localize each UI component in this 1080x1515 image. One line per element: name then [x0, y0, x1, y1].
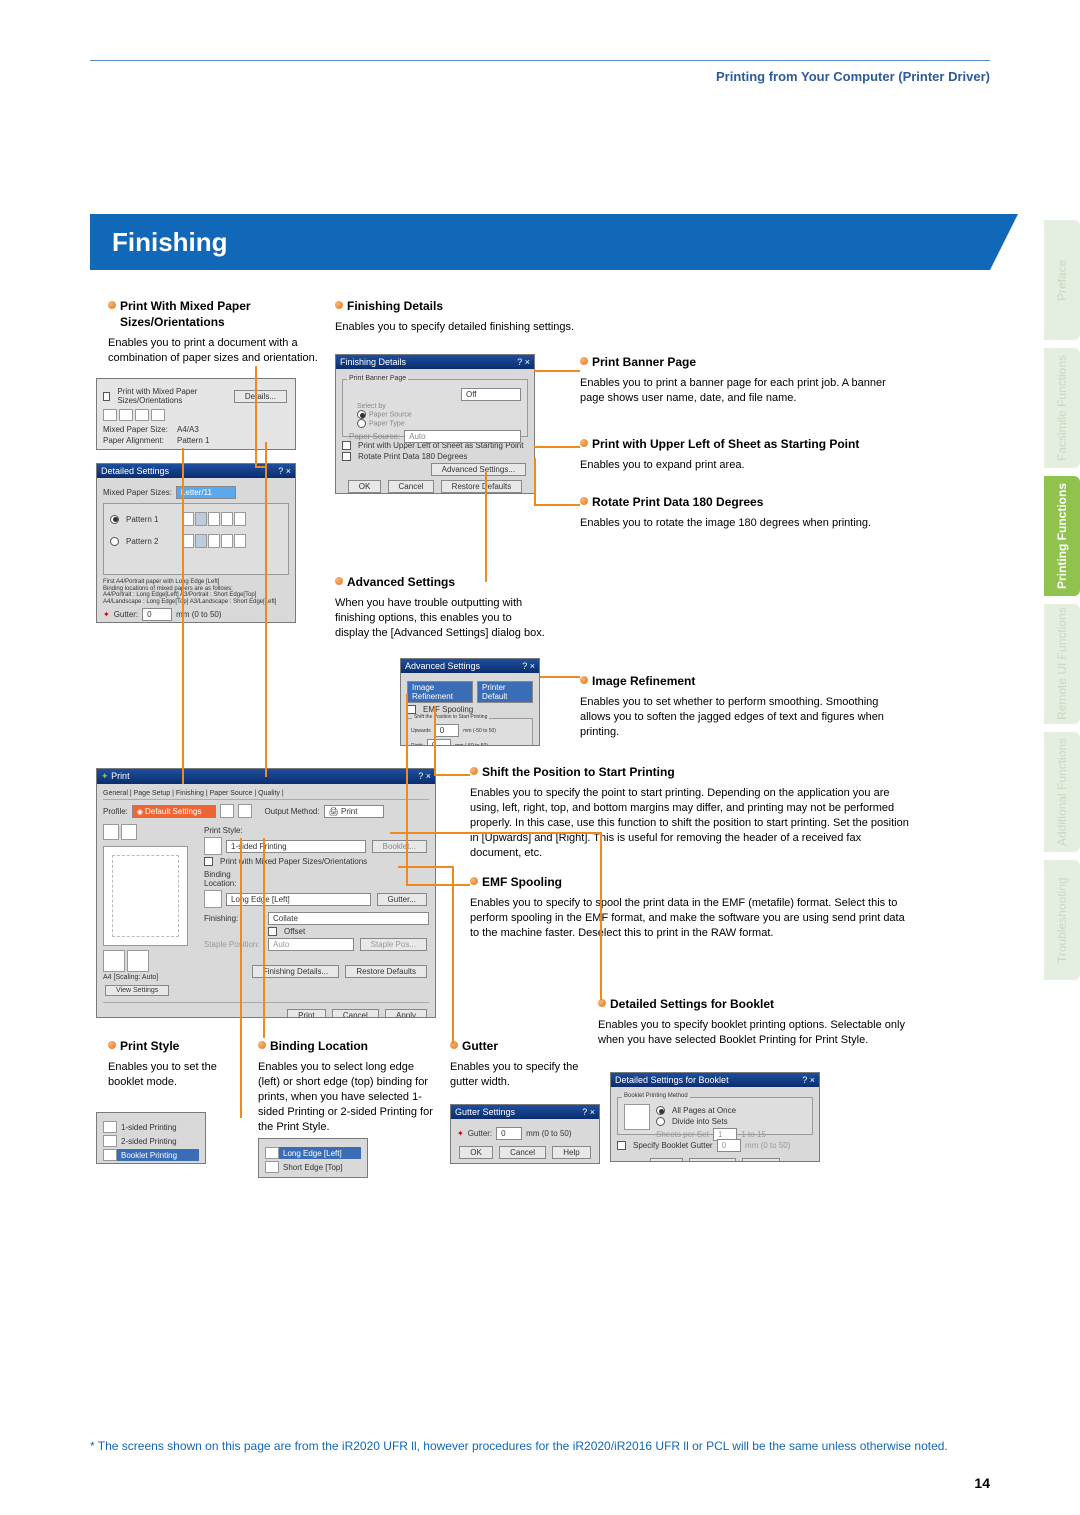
binding-icon [204, 890, 222, 908]
page-number: 14 [974, 1475, 990, 1491]
gutter-dialog: Gutter Settings? × ✦Gutter:0mm (0 to 50)… [450, 1104, 600, 1164]
binding-options: Long Edge [Left] Short Edge [Top] [258, 1138, 368, 1178]
sec-gutter: Gutter Enables you to specify the gutter… [450, 1038, 600, 1090]
sec-fd-body: Enables you to specify detailed finishin… [335, 320, 635, 335]
booklet-dialog: Detailed Settings for Booklet? × Booklet… [610, 1072, 820, 1162]
sec-advanced: Advanced Settings When you have trouble … [335, 574, 545, 641]
sec-finishing-details: Finishing Details Enables you to specify… [335, 298, 635, 335]
edit-icon[interactable] [238, 804, 252, 818]
breadcrumb: Printing from Your Computer (Printer Dri… [90, 69, 990, 84]
print-dialog: ✦ Print? × General | Page Setup | Finish… [96, 768, 436, 1018]
mixed-panel: Print with Mixed Paper Sizes/Orientation… [96, 378, 296, 450]
sec-emf: EMF Spooling Enables you to specify to s… [470, 874, 910, 941]
details-button[interactable]: Details... [234, 390, 287, 403]
title-bar: Finishing [90, 214, 990, 270]
tab-troubleshooting[interactable]: Troubleshooting [1044, 860, 1080, 980]
sec-mixed-title: Print With Mixed Paper Sizes/Orientation… [108, 298, 318, 330]
page: Printing from Your Computer (Printer Dri… [0, 0, 1080, 1515]
radio-icon[interactable] [110, 515, 119, 524]
sec-booklet-detail: Detailed Settings for Booklet Enables yo… [598, 996, 908, 1048]
sec-mixed-body: Enables you to print a document with a c… [108, 336, 318, 366]
check-icon [103, 392, 110, 401]
page-title: Finishing [112, 227, 228, 258]
sec-binding: Binding Location Enables you to select l… [258, 1038, 438, 1134]
config-icon[interactable] [220, 804, 234, 818]
sec-image-refine: Image Refinement Enables you to set whet… [580, 673, 910, 740]
advanced-settings-dialog: Advanced Settings? × Image RefinementPri… [400, 658, 540, 746]
footnote: * The screens shown on this page are fro… [90, 1438, 990, 1455]
print-style-options: 1-sided Printing 2-sided Printing Bookle… [96, 1112, 206, 1164]
sec-banner: Print Banner Page Enables you to print a… [580, 354, 910, 406]
printstyle-icon [204, 837, 222, 855]
sec-fd-title: Finishing Details [335, 298, 635, 314]
tab-preface[interactable]: Preface [1044, 220, 1080, 340]
sec-shift: Shift the Position to Start Printing Ena… [470, 764, 910, 860]
tab-facsimile[interactable]: Facsimile Functions [1044, 348, 1080, 468]
tab-remote-ui[interactable]: Remote UI Functions [1044, 604, 1080, 724]
radio-icon[interactable] [110, 537, 119, 546]
sec-mixed: Print With Mixed Paper Sizes/Orientation… [108, 298, 318, 366]
print-button[interactable]: Print [287, 1009, 325, 1018]
side-tabs: Preface Facsimile Functions Printing Fun… [1044, 220, 1080, 980]
header-rule [90, 60, 990, 61]
tab-additional[interactable]: Additional Functions [1044, 732, 1080, 852]
advanced-settings-button[interactable]: Advanced Settings... [431, 463, 526, 476]
mixed-chk-label: Print with Mixed Paper Sizes/Orientation… [117, 387, 230, 405]
booklet-icon [624, 1104, 650, 1130]
tab-printing[interactable]: Printing Functions [1044, 476, 1080, 596]
content-area: Print With Mixed Paper Sizes/Orientation… [90, 298, 990, 1348]
sec-upper-left: Print with Upper Left of Sheet as Starti… [580, 436, 910, 473]
sec-print-style: Print Style Enables you to set the bookl… [108, 1038, 248, 1090]
finishing-details-dialog: Finishing Details? × Print Banner Page O… [335, 354, 535, 494]
sec-rotate: Rotate Print Data 180 Degrees Enables yo… [580, 494, 910, 531]
